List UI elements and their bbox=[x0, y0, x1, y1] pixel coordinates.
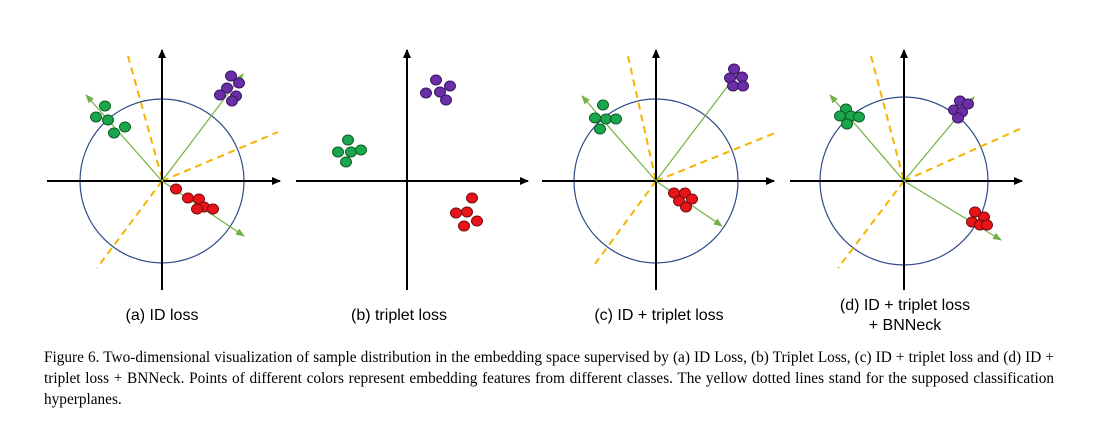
point bbox=[680, 201, 692, 213]
panel-c-label: (c) ID + triplet loss bbox=[594, 307, 724, 324]
point bbox=[434, 86, 446, 98]
point bbox=[90, 111, 102, 123]
figure-6 bbox=[47, 49, 1023, 290]
panel-a-cluster-red bbox=[170, 183, 219, 215]
panel-c-hyperplane-2 bbox=[591, 180, 657, 269]
panel-a-hyperplane-1 bbox=[127, 55, 164, 183]
point bbox=[345, 146, 357, 158]
panel-d-cluster-red bbox=[966, 206, 993, 231]
point bbox=[214, 89, 226, 101]
point bbox=[736, 71, 748, 83]
point bbox=[226, 95, 238, 107]
panel-d-label: (d) ID + triplet loss + BNNeck bbox=[785, 296, 1025, 336]
panel-d-label-line1: (d) ID + triplet loss bbox=[839, 297, 971, 314]
panel-a-hyperplane-3 bbox=[161, 131, 279, 182]
point bbox=[430, 74, 442, 86]
point bbox=[450, 207, 462, 219]
panel-c-cluster-green bbox=[589, 99, 622, 135]
point bbox=[225, 70, 237, 82]
point bbox=[471, 215, 483, 227]
panel-b-cluster-green bbox=[332, 134, 367, 168]
point bbox=[191, 203, 203, 215]
point bbox=[420, 87, 432, 99]
point bbox=[461, 206, 473, 218]
point bbox=[182, 192, 194, 204]
panel-c-cluster-purple bbox=[724, 63, 749, 92]
point bbox=[727, 80, 739, 92]
panel-d-hyperplane-1 bbox=[870, 55, 905, 182]
panel-b-plot bbox=[296, 49, 529, 290]
point bbox=[981, 219, 993, 231]
point bbox=[466, 192, 478, 204]
point bbox=[355, 144, 367, 156]
point bbox=[686, 193, 698, 205]
point bbox=[119, 121, 131, 133]
panel-c-arrow-purple bbox=[655, 70, 740, 182]
point bbox=[969, 206, 981, 218]
panel-a-label: (a) ID loss bbox=[125, 307, 199, 324]
panel-a-plot bbox=[47, 49, 281, 290]
panel-a-arrow-green bbox=[85, 94, 163, 182]
panel-b-cluster-purple bbox=[420, 74, 456, 106]
panel-b-label: (b) triplet loss bbox=[350, 307, 448, 324]
point bbox=[589, 112, 601, 124]
panel-d-cluster-green bbox=[834, 103, 865, 130]
point bbox=[610, 113, 622, 125]
point bbox=[207, 203, 219, 215]
point bbox=[458, 220, 470, 232]
point bbox=[597, 99, 609, 111]
panel-d-hyperplane-3 bbox=[903, 127, 1023, 182]
point bbox=[233, 77, 245, 89]
panel-a-cluster-purple bbox=[214, 70, 245, 107]
point bbox=[102, 114, 114, 126]
point bbox=[440, 94, 452, 106]
point bbox=[340, 156, 352, 168]
panel-d-hyperplane-2 bbox=[837, 180, 905, 269]
point bbox=[853, 111, 865, 123]
figure-caption: Figure 6. Two-dimensional visualization … bbox=[44, 349, 1054, 408]
panel-c-hyperplane-3 bbox=[655, 132, 776, 182]
panel-c-hyperplane-1 bbox=[627, 55, 657, 182]
panel-c-cluster-red bbox=[668, 187, 698, 213]
panel-a-cluster-green bbox=[90, 100, 131, 139]
panel-c-plot bbox=[542, 49, 776, 290]
panel-d-label-line2: + BNNeck bbox=[868, 317, 942, 334]
point bbox=[342, 134, 354, 146]
point bbox=[737, 80, 749, 92]
point bbox=[728, 63, 740, 75]
point bbox=[841, 118, 853, 130]
panel-d-arrow-red bbox=[903, 180, 1002, 241]
point bbox=[962, 98, 974, 110]
point bbox=[108, 127, 120, 139]
panel-a-hyperplane-2 bbox=[96, 180, 163, 269]
point bbox=[600, 113, 612, 125]
panel-b-cluster-red bbox=[450, 192, 483, 232]
panel-d-cluster-purple bbox=[948, 95, 974, 124]
point bbox=[99, 100, 111, 112]
panel-d-plot bbox=[790, 49, 1023, 290]
panel-c-arrow-green bbox=[581, 95, 657, 182]
point bbox=[952, 112, 964, 124]
point bbox=[594, 123, 606, 135]
point bbox=[221, 82, 233, 94]
point bbox=[170, 183, 182, 195]
point bbox=[444, 80, 456, 92]
point bbox=[332, 146, 344, 158]
